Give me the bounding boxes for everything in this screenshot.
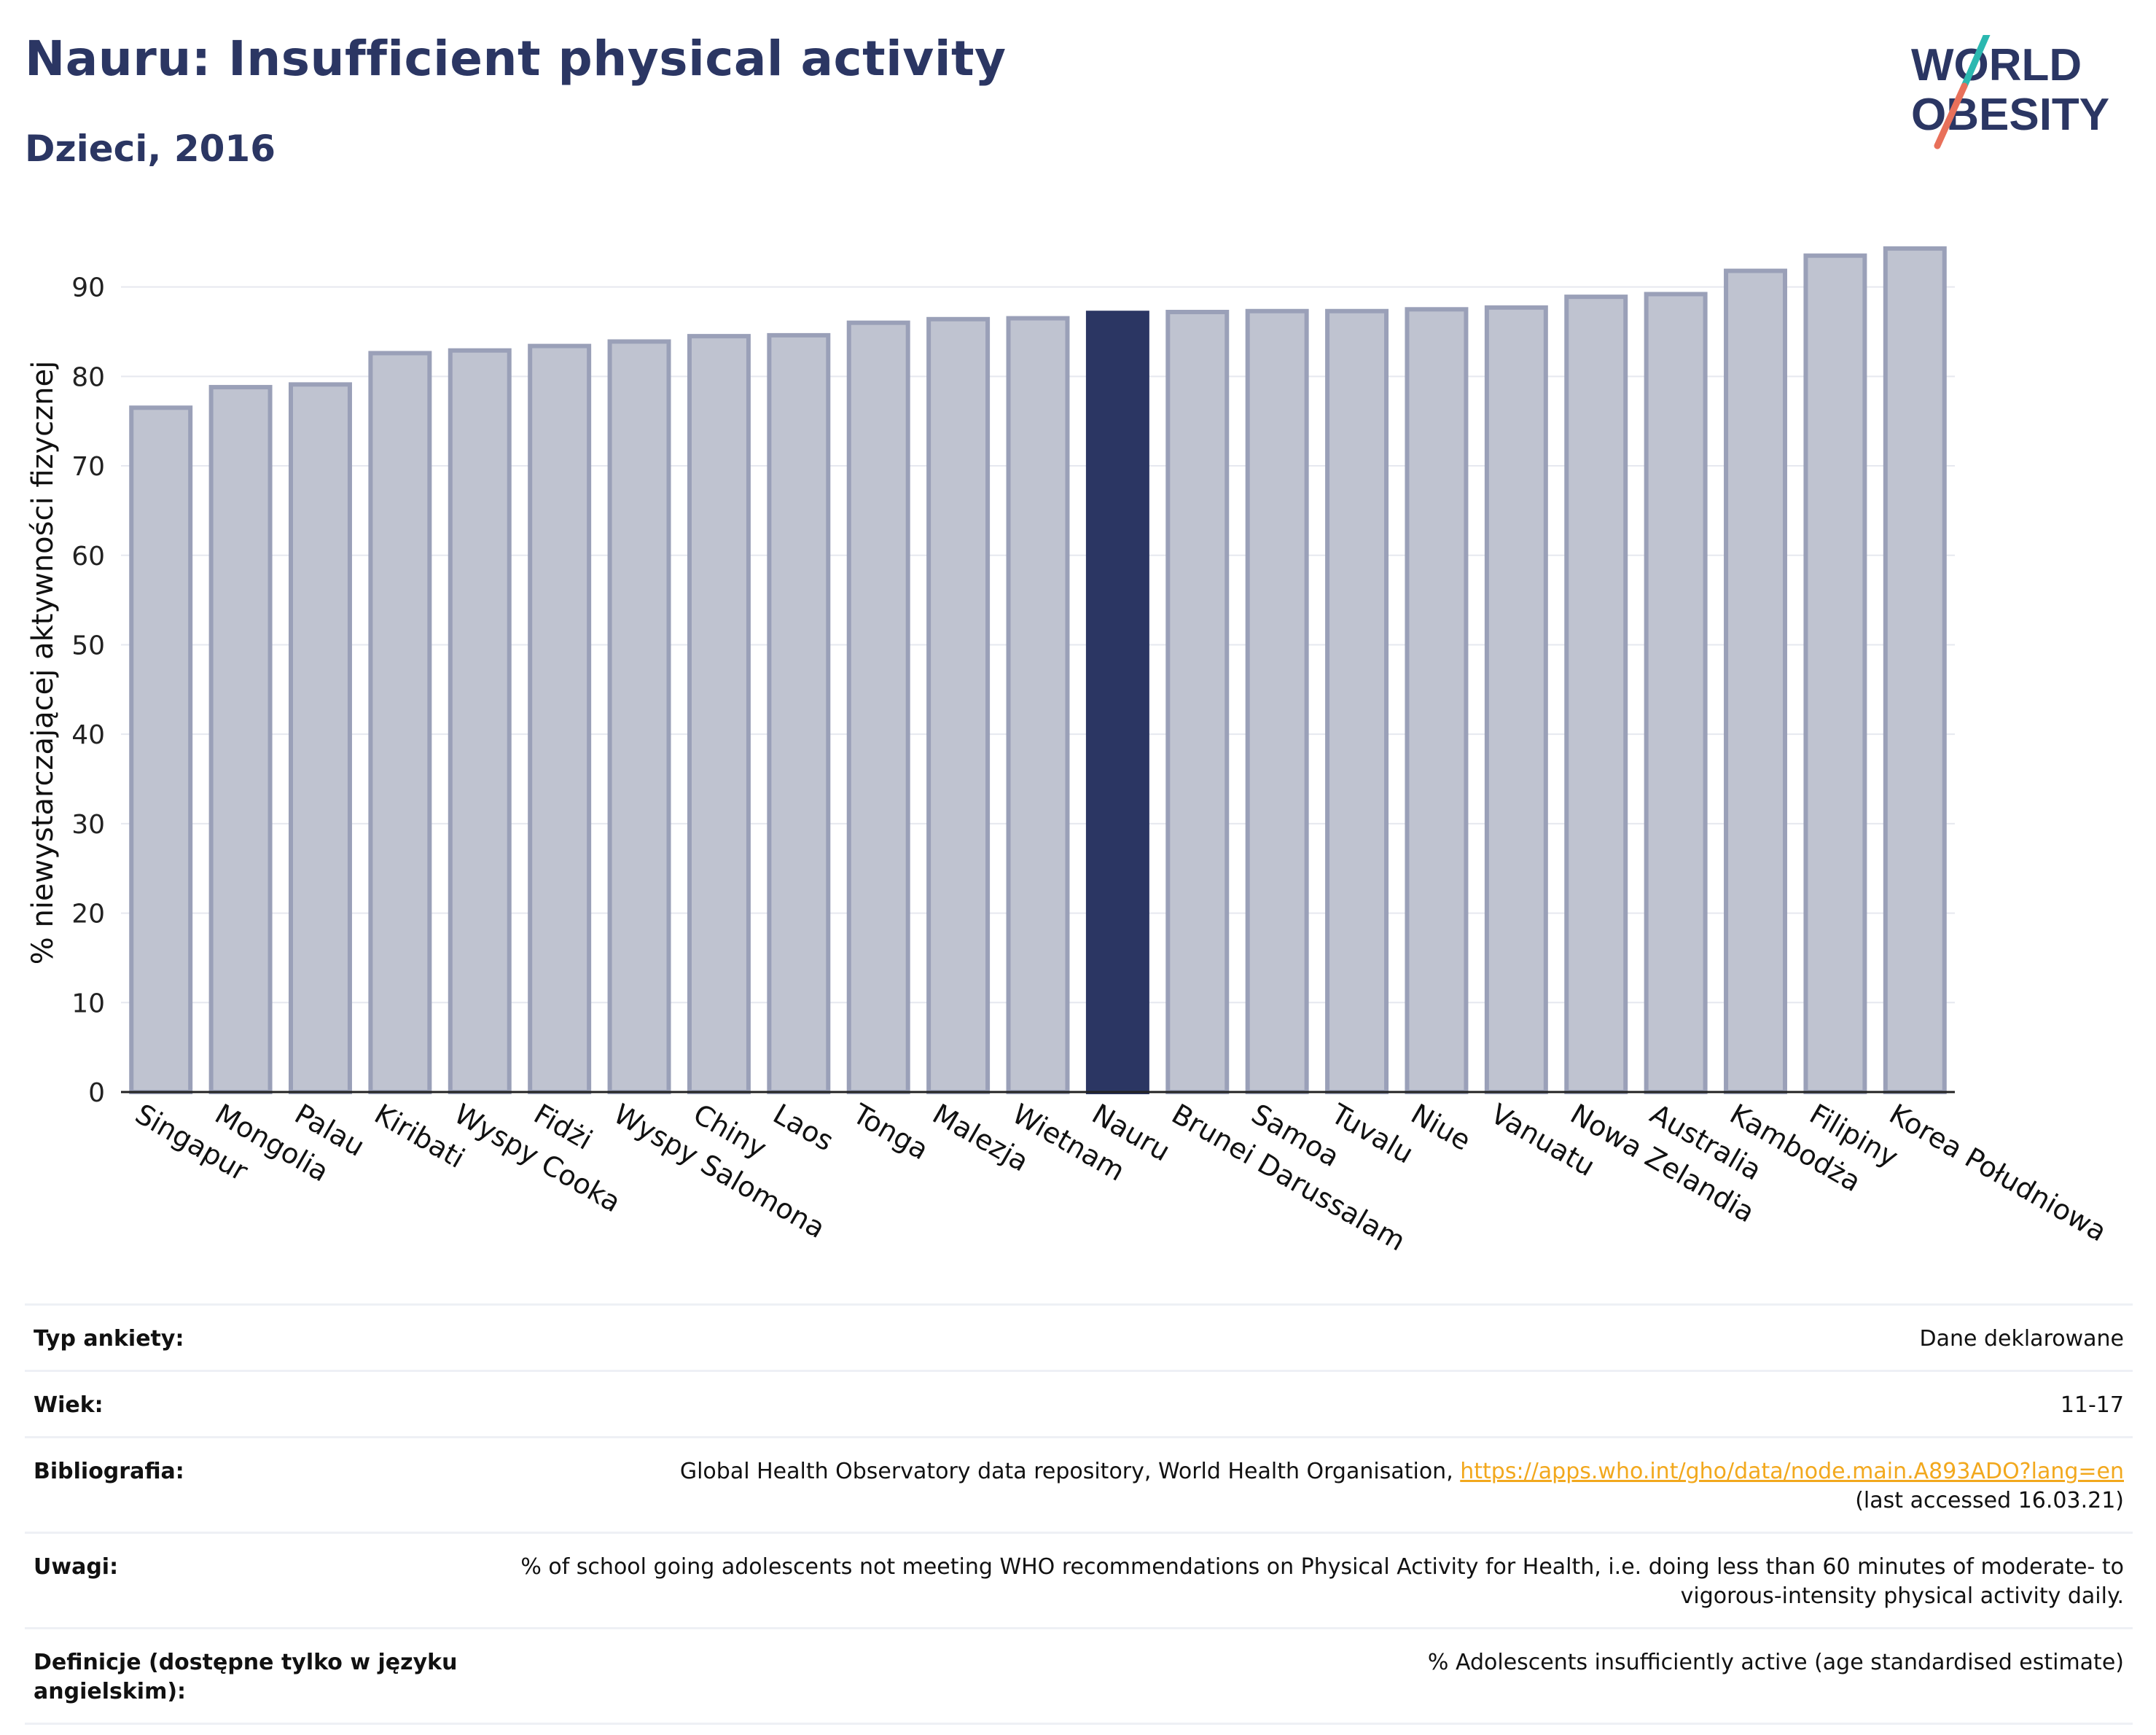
info-value-text: % of school going adolescents not meetin… [520, 1554, 2124, 1609]
y-tick-label: 50 [71, 631, 105, 660]
world-obesity-logo: WORLD OBESITY [1911, 35, 2109, 149]
info-value-text: Dane deklarowane [1919, 1326, 2124, 1352]
logo-slash-top [1961, 35, 1991, 90]
info-value: % Adolescents insufficiently active (age… [500, 1648, 2124, 1677]
info-row: Definicje (dostępne tylko w języku angie… [25, 1627, 2133, 1725]
y-tick-labels: 0 10 20 30 40 50 60 70 80 90 [71, 273, 105, 1108]
info-value-text: Global Health Observatory data repositor… [679, 1459, 1461, 1484]
info-value: 11-17 [500, 1391, 2124, 1420]
bar-vanuatu [1484, 305, 1548, 1095]
y-tick-label: 90 [71, 273, 105, 303]
bar-filipiny [1803, 253, 1867, 1094]
y-tick-label: 80 [71, 362, 105, 392]
y-tick-label: 40 [71, 720, 105, 750]
logo-text-top: WORLD [1911, 40, 2082, 90]
info-value: Global Health Observatory data repositor… [500, 1457, 2124, 1516]
page-subtitle: Dzieci, 2016 [25, 128, 276, 170]
info-value-note: (last accessed 16.03.21) [1855, 1488, 2124, 1513]
y-axis-title: % niewystarczającej aktywności fizycznej [26, 361, 60, 965]
info-label: Uwagi: [34, 1554, 119, 1580]
page-title: Nauru: Insufficient physical activity [25, 31, 1007, 87]
bar-wyspy-cooka [448, 348, 512, 1094]
info-row: Typ ankiety: Dane deklarowane [25, 1303, 2133, 1370]
info-label: Definicje (dostępne tylko w języku angie… [34, 1650, 458, 1704]
bar-wietnam [1006, 316, 1070, 1095]
bar-tuvalu [1325, 308, 1389, 1095]
bars [129, 246, 1947, 1095]
bar-kambodża [1724, 268, 1787, 1095]
info-value: % of school going adolescents not meetin… [500, 1553, 2124, 1611]
bibliography-link[interactable]: https://apps.who.int/gho/data/node.main.… [1460, 1459, 2124, 1484]
x-category-label: Laos [768, 1098, 839, 1158]
bar-niue [1405, 307, 1469, 1094]
bar-wyspy-salomona [607, 339, 671, 1095]
info-value-text: % Adolescents insufficiently active (age… [1427, 1650, 2124, 1675]
bar-malezja [926, 316, 991, 1094]
bar-samoa [1245, 308, 1309, 1095]
bar-tonga [846, 320, 910, 1094]
bar-nowa-zelandia [1564, 295, 1628, 1094]
info-row: Wiek: 11-17 [25, 1370, 2133, 1436]
bar-laos [767, 332, 831, 1095]
info-label: Bibliografia: [34, 1459, 184, 1484]
bar-singapur [129, 405, 193, 1094]
logo-slash-bottom [1934, 82, 1968, 149]
bar-palau [289, 382, 352, 1095]
bar-mongolia [208, 385, 273, 1094]
info-value-text: 11-17 [2060, 1392, 2124, 1418]
bar-korea-południowa [1883, 246, 1947, 1094]
x-category-label: Niue [1405, 1098, 1476, 1157]
y-tick-label: 10 [71, 989, 105, 1018]
info-label: Typ ankiety: [34, 1326, 184, 1352]
info-row: Uwagi: % of school going adolescents not … [25, 1532, 2133, 1627]
info-table: Typ ankiety: Dane deklarowane Wiek: 11-17 Bi… [25, 1303, 2133, 1725]
info-row: Bibliografia: Global Health Observatory d… [25, 1436, 2133, 1532]
y-tick-label: 70 [71, 452, 105, 482]
info-value: Dane deklarowane [500, 1325, 2124, 1354]
y-tick-label: 0 [88, 1078, 105, 1108]
bar-brunei-darussalam [1165, 309, 1230, 1095]
y-tick-label: 20 [71, 900, 105, 929]
bar-kiribati [368, 351, 432, 1095]
y-tick-label: 30 [71, 810, 105, 840]
x-category-label: Tuvalu [1325, 1097, 1418, 1170]
x-category-label: Kiribati [369, 1098, 470, 1174]
info-label: Wiek: [34, 1392, 103, 1418]
bar-australia [1644, 292, 1708, 1095]
bar-fidżi [528, 343, 592, 1095]
bar-chiny [687, 334, 751, 1094]
x-category-label: Korea Południowa [1884, 1098, 2112, 1248]
x-category-label: Tonga [847, 1097, 934, 1166]
y-tick-label: 60 [71, 542, 105, 572]
bar-chart: 0 10 20 30 40 50 60 70 80 90 SingapurMongoliaPala… [26, 246, 2112, 1258]
bar-nauru [1085, 311, 1149, 1094]
